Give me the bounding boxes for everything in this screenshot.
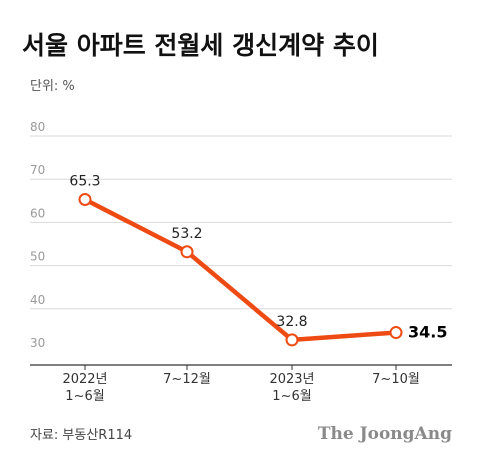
gridlines [30, 135, 452, 310]
series-line [82, 197, 399, 343]
data-labels: 65.3 53.2 32.8 34.5 [69, 174, 447, 342]
x-tick-label: 2023년 [269, 372, 314, 387]
chart-title: 서울 아파트 전월세 갱신계약 추이 [22, 31, 379, 60]
data-label: 34.5 [408, 323, 447, 342]
y-tick-label: 30 [30, 336, 45, 350]
series-layer [78, 193, 403, 347]
y-tick-label: 70 [30, 163, 45, 177]
data-label: 53.2 [171, 226, 202, 242]
y-tick-label: 80 [30, 120, 45, 134]
x-tick-label: 2022년 [62, 372, 107, 387]
x-tick-label: 7~12월 [163, 372, 211, 387]
x-tick-label: 1~6월 [65, 389, 104, 404]
y-tick-label: 50 [30, 250, 45, 264]
x-tick-label: 1~6월 [272, 389, 311, 404]
data-label: 65.3 [69, 174, 100, 190]
y-tick-label: 40 [30, 293, 45, 307]
data-point [389, 326, 403, 340]
x-axis-ticks: 2022년 1~6월 7~12월 2023년 1~6월 7~10월 [62, 365, 420, 404]
x-tick-label: 7~10월 [372, 372, 420, 387]
data-point [78, 193, 92, 207]
unit-label: 단위: % [30, 79, 75, 94]
y-axis-ticks: 30 40 50 60 70 80 [30, 120, 45, 350]
y-tick-label: 60 [30, 206, 45, 220]
brand-logo: The JoongAng [318, 424, 452, 444]
data-point [285, 333, 299, 347]
source-note: 자료: 부동산R114 [30, 428, 132, 443]
data-label: 32.8 [276, 314, 307, 330]
data-point [180, 245, 194, 259]
